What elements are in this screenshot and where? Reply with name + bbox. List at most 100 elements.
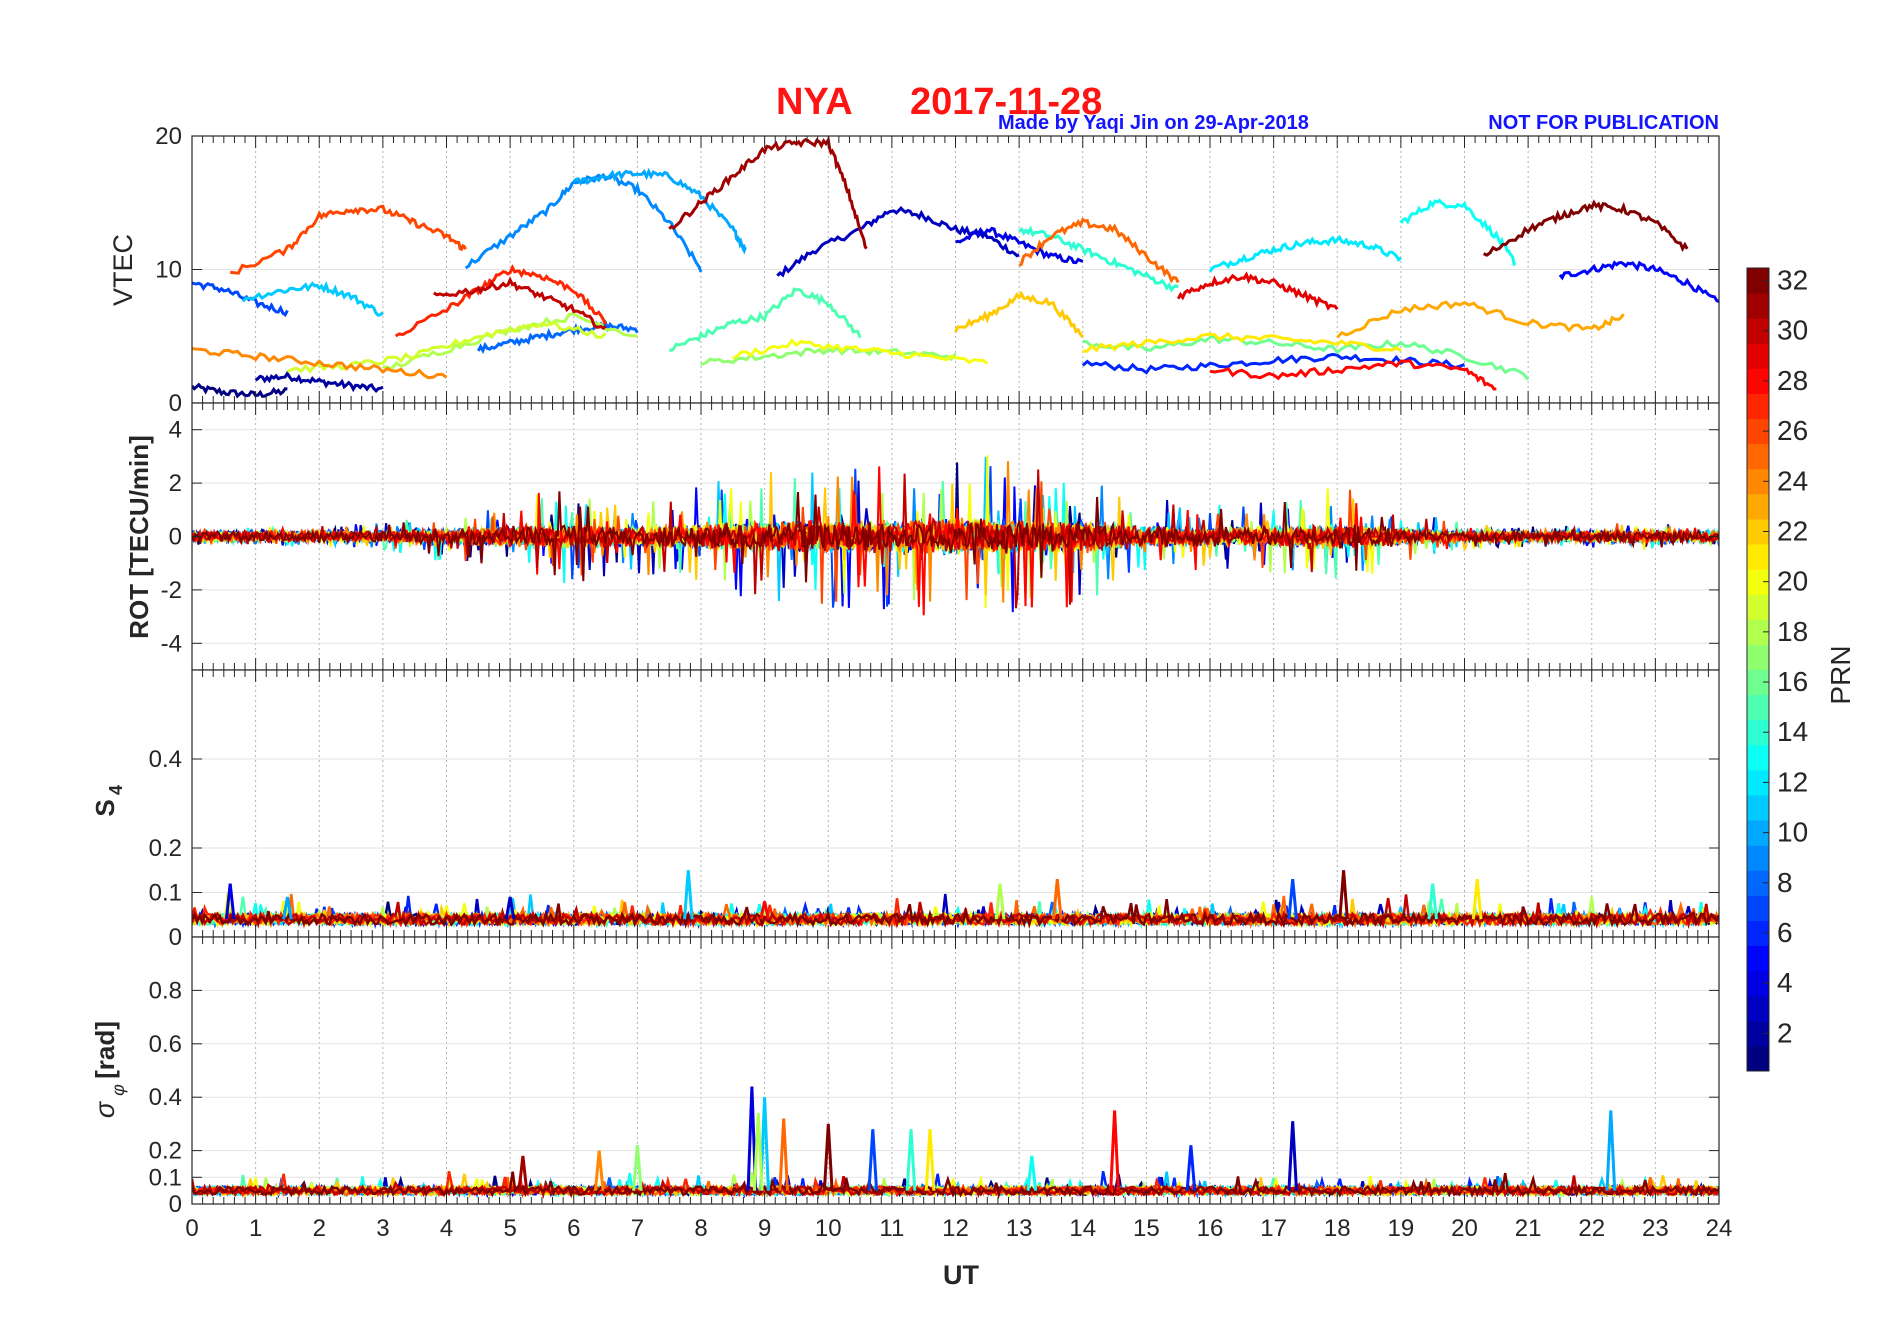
rot-prn-28	[192, 466, 1719, 616]
s4-spike	[504, 896, 516, 920]
colorbar-swatch	[1747, 518, 1769, 545]
x-tick-label: 6	[567, 1215, 580, 1242]
s4-spike	[1471, 878, 1483, 920]
vtec-prn-16	[1082, 335, 1530, 381]
sigma-spike	[632, 1145, 643, 1191]
sigma-ytick-label: 0.8	[149, 977, 182, 1004]
sigma-spike	[517, 1155, 529, 1191]
x-tick-label: 14	[1069, 1215, 1096, 1242]
colorbar-tick-label: 30	[1777, 315, 1808, 346]
colorbar-tick-label: 18	[1777, 616, 1808, 647]
sigma-spike	[1287, 1121, 1298, 1191]
sigma-ylabel: σ φ [rad]	[90, 1021, 128, 1118]
vtec-prn-10	[572, 167, 747, 255]
vtec-data	[192, 136, 1719, 399]
vtec-ylabel: VTEC	[108, 234, 138, 306]
x-tick-label: 13	[1006, 1215, 1033, 1242]
rot-ytick-label: 2	[169, 470, 182, 497]
colorbar-tick-label: 4	[1777, 967, 1793, 998]
x-tick-label: 9	[758, 1215, 771, 1242]
sigma-spike	[1109, 1110, 1120, 1191]
colorbar-swatch	[1747, 895, 1769, 921]
colorbar-tick-label: 10	[1777, 817, 1808, 848]
s4-ytick-label: 0.2	[149, 835, 182, 862]
colorbar-swatch	[1747, 870, 1769, 896]
rot-ytick-label: -2	[161, 577, 182, 604]
colorbar-swatch	[1747, 820, 1769, 846]
colorbar-tick-label: 6	[1777, 917, 1793, 948]
colorbar-swatch	[1747, 1020, 1769, 1047]
colorbar-tick-label: 12	[1777, 766, 1808, 797]
s4-prn-32	[192, 899, 1719, 929]
sigma-spike	[593, 1150, 605, 1191]
s4-spike	[282, 896, 293, 920]
vtec-prn-25	[1018, 217, 1180, 284]
vtec-prn-22	[954, 290, 1084, 339]
s4-spike	[994, 883, 1006, 920]
vtec-prn-1	[192, 382, 288, 399]
vtec-prn-19	[286, 320, 607, 374]
vtec-ytick-label: 20	[155, 123, 182, 150]
s4-ytick-label: 0	[169, 924, 182, 951]
colorbar-tick-label: 28	[1777, 365, 1808, 396]
sigma-spike	[746, 1086, 758, 1191]
x-tick-label: 18	[1324, 1215, 1351, 1242]
colorbar-tick-label: 16	[1777, 666, 1808, 697]
x-tick-label: 8	[694, 1215, 707, 1242]
x-tick-label: 5	[503, 1215, 516, 1242]
x-tick-label: 12	[942, 1215, 969, 1242]
vtec-prn-23	[1336, 300, 1625, 339]
x-tick-label: 4	[440, 1215, 453, 1242]
vtec-prn-2	[254, 370, 384, 394]
s4-panel: 0 0.1 0.2 0.4	[149, 669, 1720, 951]
s4-spike	[1287, 878, 1298, 920]
colorbar-swatch	[1747, 644, 1769, 670]
rot-prn-32	[192, 491, 1719, 583]
s4-data	[192, 870, 1719, 930]
x-tick-label: 10	[815, 1215, 842, 1242]
vtec-prn-14	[1018, 225, 1179, 293]
sigma-spike	[1185, 1145, 1197, 1191]
colorbar-tick-label: 14	[1777, 716, 1808, 747]
colorbar-swatch	[1747, 393, 1769, 420]
vtec-prn-4	[955, 226, 1084, 265]
sigma-ylabel-symbol: σ	[90, 1100, 120, 1118]
sigma-spike	[924, 1129, 936, 1191]
colorbar-swatch	[1747, 945, 1769, 972]
x-tick-label: 2	[313, 1215, 326, 1242]
colorbar-swatch	[1747, 544, 1769, 570]
colorbar-swatch	[1747, 594, 1769, 620]
sigma-ytick-label: 0.6	[149, 1031, 182, 1058]
rot-data	[192, 455, 1719, 616]
x-tick-label: 22	[1578, 1215, 1605, 1242]
x-tick-label: 19	[1388, 1215, 1415, 1242]
colorbar-tick-label: 2	[1777, 1017, 1793, 1048]
colorbar-swatch	[1747, 268, 1769, 294]
sigma-spike	[1026, 1155, 1038, 1191]
rot-ylabel: ROT [TECU/min]	[124, 435, 154, 639]
s4-ytick-label: 0.4	[149, 746, 182, 773]
credit-text: Made by Yaqi Jin on 29-Apr-2018	[998, 112, 1309, 134]
x-tick-label: 0	[185, 1215, 198, 1242]
sigma-ylabel-unit: [rad]	[90, 1021, 120, 1079]
colorbar-swatch	[1747, 1045, 1769, 1072]
colorbar-swatch	[1747, 468, 1769, 495]
sigma-spike	[867, 1129, 879, 1191]
colorbar-tick-label: 8	[1777, 867, 1793, 898]
sigma-spike	[1605, 1110, 1617, 1191]
s4-ylabel-main: S	[90, 799, 120, 816]
colorbar-tick-label: 26	[1777, 415, 1808, 446]
s4-spike	[759, 901, 770, 920]
colorbar-swatch	[1747, 368, 1769, 394]
sigma-spike	[905, 1129, 917, 1191]
colorbar-tick-label: 20	[1777, 566, 1808, 597]
colorbar-swatch	[1747, 845, 1769, 871]
x-tick-label: 15	[1133, 1215, 1160, 1242]
vtec-prn-31	[668, 136, 868, 250]
sigma-ylabel-sub: φ	[108, 1084, 128, 1096]
x-tick-label: 20	[1451, 1215, 1478, 1242]
colorbar-swatch	[1747, 443, 1769, 470]
vtec-prn-32	[1482, 199, 1689, 257]
colorbar-swatch	[1747, 569, 1769, 595]
colorbar-swatch	[1747, 719, 1769, 746]
